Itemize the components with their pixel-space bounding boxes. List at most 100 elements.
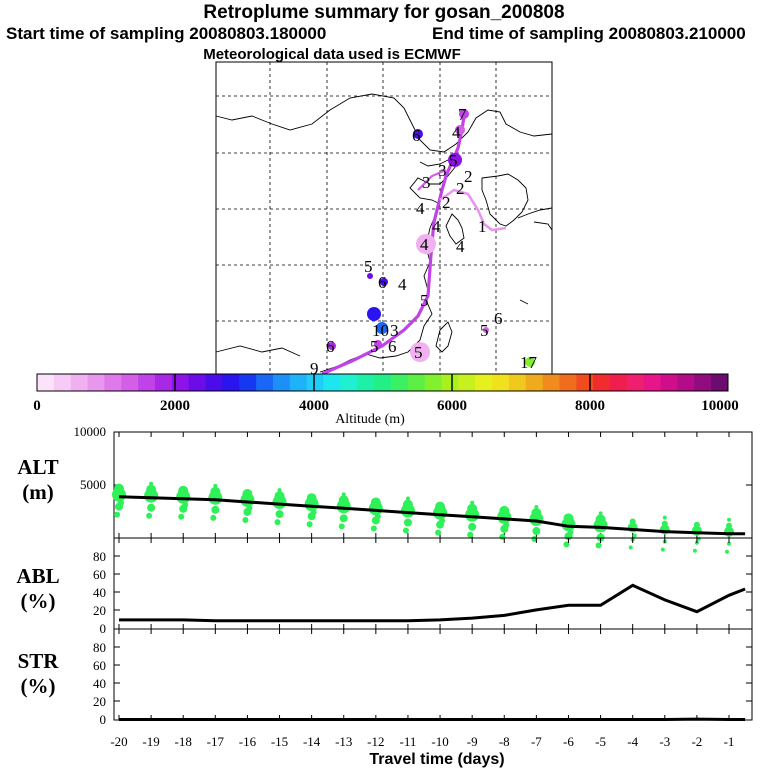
alt-scatter-dot [274,519,281,526]
colorbar-cell [576,374,594,391]
colorbar-cell [407,374,426,391]
colorbar-cell [289,374,308,391]
map-label: 7 [458,105,467,124]
colorbar-dividers [174,374,591,391]
colorbar-cell [121,374,139,391]
abl-label: ABL [16,564,59,588]
alt-scatter-dot [662,515,667,520]
str-panel: 0 20 40 60 80 [93,628,753,727]
colorbar-cell [711,374,729,391]
map-label: 6 [494,309,503,328]
alt-scatter-dot [503,521,510,528]
colorbar-cell [306,374,325,391]
alt-scatter-dot [534,505,539,510]
plume-dot [448,153,462,167]
colorbar-cell [542,374,560,391]
colorbar-tick: 2000 [160,398,190,414]
alt-scatter-dot [402,527,409,534]
alt-scatter-dot [400,503,415,518]
alt-scatter-dot [433,505,448,520]
colorbar-tick: 8000 [575,398,605,414]
map-label: 3 [422,173,431,192]
str-frame [113,628,753,721]
alt-scatter-dot [692,548,697,553]
alt-scatter-dot [182,501,189,508]
alt-scatter-dot [596,533,605,542]
map-label: 5 [420,291,429,310]
alt-scatter-dot [497,509,512,524]
end-time-label: End time of sampling 20080803.210000 [432,24,746,43]
map-label: 4 [416,199,425,218]
met-data-label: Meteorological data used is ECMWF [203,46,461,63]
map-label: 5 [449,151,458,170]
alt-scatter-dot [213,483,218,488]
abl-yticks: 0 20 40 60 80 [93,549,106,636]
alt-scatter-dot [465,507,480,522]
str-ytick: 80 [93,640,106,655]
alt-scatter-dot [114,511,120,518]
alt-scatter-dot [403,518,412,527]
colorbar-cell [104,374,122,391]
map-label: 4 [398,275,407,294]
str-label: STR [18,649,60,673]
plume-dot [410,342,430,362]
colorbar-cell [390,374,409,391]
map-label: 3 [438,161,447,180]
plume-trajectory-branch [439,188,507,232]
alt-scatter-dot [149,481,154,486]
alt-scatter-dot [370,525,377,532]
plume-dot [525,357,535,367]
map-label: 5 [480,321,489,340]
alt-panel: 5000 10000 [74,424,753,554]
alt-frame [113,431,753,539]
x-tick-label: -19 [142,734,159,749]
map-markers [328,109,535,367]
colorbar-cell [53,374,72,391]
x-tick-label: -17 [207,734,225,749]
colorbar-cell [70,374,89,391]
str-ytick: 40 [93,676,106,691]
alt-scatter-dot [210,514,217,521]
colorbar-cell [475,374,493,391]
str-ytick: 20 [93,694,106,709]
map-label: 2 [442,193,451,212]
x-tick-label: -5 [595,734,606,749]
abl-line [119,583,746,623]
colorbar-cell [374,374,392,391]
x-axis-label: Travel time (days) [369,751,504,768]
colorbar-cell [239,374,257,391]
map-label: 9 [310,359,319,378]
colorbar-cell [610,374,628,391]
abl-frame [113,537,753,630]
colorbar-cell [441,374,459,391]
colorbar-cell [643,374,662,391]
colorbar-cell [694,374,712,391]
alt-scatter-dot [208,490,223,505]
x-tick-label: -11 [400,734,417,749]
start-time-label: Start time of sampling 20080803.180000 [6,24,327,43]
alt-scatter-dot [439,517,446,524]
colorbar-cell [87,374,105,391]
alt-scatter-dot [336,499,351,514]
alt-scatter-dot [176,489,191,504]
colorbar-cell [171,374,190,391]
map-label: 2 [464,167,473,186]
x-tick-label: -15 [271,734,288,749]
alt-scatter-dot [727,517,731,522]
alt-scatter-dot [368,501,383,516]
plume-dot [483,327,489,333]
alt-scatter-dot [178,513,185,520]
colorbar-cell [37,374,55,391]
alt-scatter-dot [306,521,313,528]
alt-scatter-dot [598,511,603,516]
colorbar-cell [508,374,527,391]
x-tick-label: -18 [175,734,192,749]
x-tick-label: -4 [627,734,638,749]
alt-scatter-dot [696,536,701,541]
map-label: 5 [414,343,423,362]
colorbar-cell [593,374,611,391]
alt-scatter-dot [338,523,345,530]
alt-scatter-dot [632,533,637,538]
alt-unit: (m) [22,480,53,504]
alt-scatter-dot [211,505,220,514]
